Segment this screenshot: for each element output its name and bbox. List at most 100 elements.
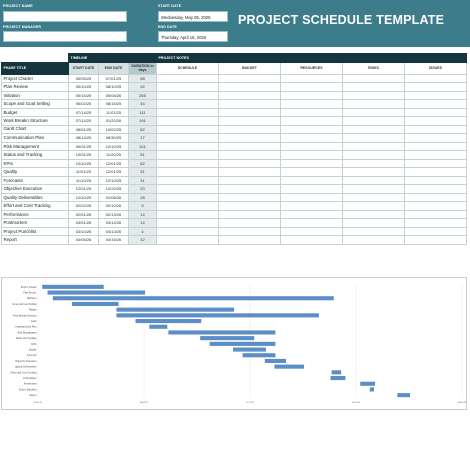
budget-note-cell[interactable] [218, 116, 281, 126]
schedule-note-cell[interactable] [156, 192, 219, 202]
schedule-note-cell[interactable] [156, 90, 219, 100]
budget-note-cell[interactable] [218, 235, 281, 245]
resources-note-cell[interactable] [280, 158, 343, 168]
end-date-cell[interactable]: 08/30/25 [98, 133, 129, 143]
issues-note-cell[interactable] [404, 124, 467, 134]
issues-note-cell[interactable] [404, 226, 467, 236]
schedule-note-cell[interactable] [156, 133, 219, 143]
risks-note-cell[interactable] [342, 116, 405, 126]
start-date-cell[interactable]: 12/10/25 [68, 192, 99, 202]
end-date-cell[interactable]: 08/10/25 [98, 82, 129, 92]
resources-note-cell[interactable] [280, 116, 343, 126]
resources-note-cell[interactable] [280, 167, 343, 177]
resources-note-cell[interactable] [280, 124, 343, 134]
risks-note-cell[interactable] [342, 201, 405, 211]
end-date-cell[interactable]: 02/10/26 [98, 201, 129, 211]
end-date-field[interactable]: Thursday, April 16, 2026 [158, 31, 228, 42]
issues-note-cell[interactable] [404, 141, 467, 151]
resources-note-cell[interactable] [280, 235, 343, 245]
risks-note-cell[interactable] [342, 218, 405, 228]
start-date-cell[interactable]: 12/01/25 [68, 184, 99, 194]
budget-note-cell[interactable] [218, 167, 281, 177]
resources-note-cell[interactable] [280, 226, 343, 236]
end-date-cell[interactable]: 03/14/26 [98, 218, 129, 228]
end-date-cell[interactable]: 12/01/25 [98, 167, 129, 177]
end-date-cell[interactable]: 01/20/26 [98, 116, 129, 126]
issues-note-cell[interactable] [404, 82, 467, 92]
start-date-cell[interactable]: 05/15/25 [68, 90, 99, 100]
schedule-note-cell[interactable] [156, 116, 219, 126]
risks-note-cell[interactable] [342, 150, 405, 160]
schedule-note-cell[interactable] [156, 124, 219, 134]
issues-note-cell[interactable] [404, 175, 467, 185]
issues-note-cell[interactable] [404, 150, 467, 160]
budget-note-cell[interactable] [218, 192, 281, 202]
resources-note-cell[interactable] [280, 107, 343, 117]
schedule-note-cell[interactable] [156, 226, 219, 236]
end-date-cell[interactable]: 12/20/25 [98, 184, 129, 194]
risks-note-cell[interactable] [342, 90, 405, 100]
phase-title-cell[interactable]: Postmortem [1, 218, 69, 228]
issues-note-cell[interactable] [404, 209, 467, 219]
issues-note-cell[interactable] [404, 158, 467, 168]
budget-note-cell[interactable] [218, 99, 281, 109]
schedule-note-cell[interactable] [156, 201, 219, 211]
issues-note-cell[interactable] [404, 116, 467, 126]
end-date-cell[interactable]: 08/15/25 [98, 99, 129, 109]
resources-note-cell[interactable] [280, 73, 343, 83]
issues-note-cell[interactable] [404, 90, 467, 100]
start-date-cell[interactable]: 02/01/26 [68, 209, 99, 219]
start-date-cell[interactable]: 07/14/25 [68, 116, 99, 126]
end-date-cell[interactable]: 12/01/25 [98, 158, 129, 168]
phase-title-cell[interactable]: Objective Execution [1, 184, 69, 194]
issues-note-cell[interactable] [404, 192, 467, 202]
phase-title-cell[interactable]: Gantt Chart [1, 124, 69, 134]
end-date-cell[interactable]: 10/02/25 [98, 124, 129, 134]
start-date-field[interactable]: Wednesday, May 05, 2025 [158, 11, 228, 22]
risks-note-cell[interactable] [342, 99, 405, 109]
schedule-note-cell[interactable] [156, 73, 219, 83]
phase-title-cell[interactable]: Quality Deliverables [1, 192, 69, 202]
budget-note-cell[interactable] [218, 133, 281, 143]
start-date-cell[interactable]: 06/02/25 [68, 99, 99, 109]
phase-title-cell[interactable]: Risk Management [1, 141, 69, 151]
schedule-note-cell[interactable] [156, 158, 219, 168]
budget-note-cell[interactable] [218, 226, 281, 236]
issues-note-cell[interactable] [404, 99, 467, 109]
schedule-note-cell[interactable] [156, 82, 219, 92]
resources-note-cell[interactable] [280, 175, 343, 185]
phase-title-cell[interactable]: Communication Plan [1, 133, 69, 143]
start-date-cell[interactable]: 04/05/26 [68, 235, 99, 245]
schedule-note-cell[interactable] [156, 150, 219, 160]
phase-title-cell[interactable]: Quality [1, 167, 69, 177]
schedule-note-cell[interactable] [156, 218, 219, 228]
project-name-field[interactable] [3, 11, 127, 22]
phase-title-cell[interactable]: Project Punchlist [1, 226, 69, 236]
end-date-cell[interactable]: 04/16/26 [98, 235, 129, 245]
start-date-cell[interactable]: 08/14/25 [68, 133, 99, 143]
issues-note-cell[interactable] [404, 218, 467, 228]
start-date-cell[interactable]: 05/10/25 [68, 82, 99, 92]
resources-note-cell[interactable] [280, 82, 343, 92]
budget-note-cell[interactable] [218, 158, 281, 168]
start-date-cell[interactable]: 08/01/25 [68, 124, 99, 134]
budget-note-cell[interactable] [218, 218, 281, 228]
phase-title-cell[interactable]: Effort and Cost Tracking [1, 201, 69, 211]
risks-note-cell[interactable] [342, 124, 405, 134]
resources-note-cell[interactable] [280, 192, 343, 202]
issues-note-cell[interactable] [404, 167, 467, 177]
phase-title-cell[interactable]: Work Breakn Structure [1, 116, 69, 126]
resources-note-cell[interactable] [280, 150, 343, 160]
resources-note-cell[interactable] [280, 218, 343, 228]
phase-title-cell[interactable]: Status and Tracking [1, 150, 69, 160]
resources-note-cell[interactable] [280, 141, 343, 151]
start-date-cell[interactable]: 02/02/26 [68, 201, 99, 211]
start-date-cell[interactable]: 11/10/25 [68, 175, 99, 185]
schedule-note-cell[interactable] [156, 209, 219, 219]
schedule-note-cell[interactable] [156, 167, 219, 177]
end-date-cell[interactable]: 01/06/26 [98, 192, 129, 202]
schedule-note-cell[interactable] [156, 99, 219, 109]
risks-note-cell[interactable] [342, 209, 405, 219]
end-date-cell[interactable]: 02/13/26 [98, 209, 129, 219]
end-date-cell[interactable]: 07/01/25 [98, 73, 129, 83]
